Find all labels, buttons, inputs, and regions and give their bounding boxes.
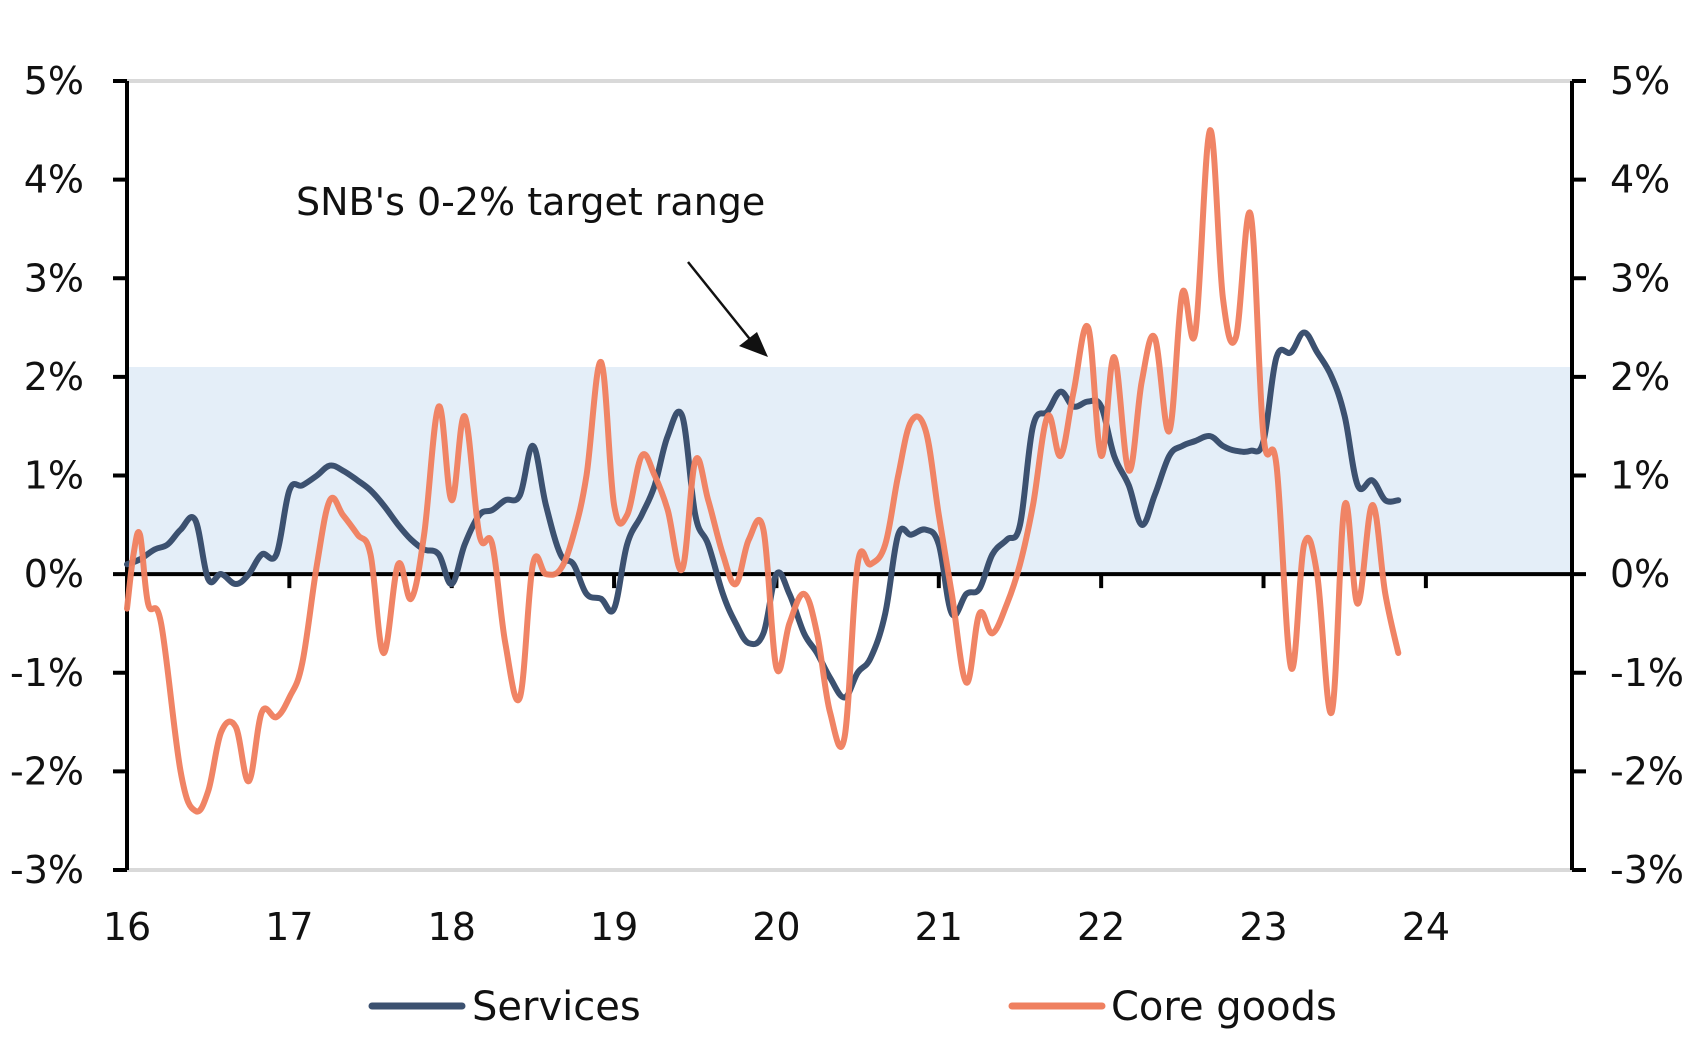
left-y-tick-label: -2% <box>10 749 84 793</box>
annotation-layer: SNB's 0-2% target range <box>296 180 768 357</box>
annotation-arrow-shaft <box>687 261 754 344</box>
annotation-text: SNB's 0-2% target range <box>296 180 765 224</box>
x-tick-label: 22 <box>1077 905 1125 949</box>
right-y-tick-label: 2% <box>1610 355 1670 399</box>
legend-item-services: Services <box>368 984 641 1030</box>
left-y-tick-label: -1% <box>10 651 84 695</box>
right-y-tick-label: 4% <box>1610 158 1670 202</box>
x-tick-label: 16 <box>103 905 151 949</box>
right-y-tick-label: 1% <box>1610 454 1670 498</box>
right-y-tick-label: -1% <box>1610 651 1684 695</box>
x-tick-label: 24 <box>1402 905 1450 949</box>
series-line-core-goods <box>124 127 1402 815</box>
annotation-arrow-head <box>739 332 768 357</box>
right-y-tick-label: -3% <box>1610 848 1684 892</box>
series-layer <box>124 127 1402 815</box>
left-y-tick-label: 5% <box>24 59 84 103</box>
right-y-tick-label: 5% <box>1610 59 1670 103</box>
left-y-tick-label: 0% <box>24 552 84 596</box>
legend-label-core-goods: Core goods <box>1111 984 1337 1030</box>
legend-item-core-goods: Core goods <box>1008 984 1337 1030</box>
x-tick-label: 23 <box>1239 905 1287 949</box>
x-tick-label: 21 <box>915 905 963 949</box>
left-y-tick-label: 3% <box>24 256 84 300</box>
right-y-tick-label: 3% <box>1610 256 1670 300</box>
legend: Services Core goods <box>368 984 1337 1030</box>
left-y-tick-label: 1% <box>24 454 84 498</box>
series-line-services <box>124 329 1402 701</box>
legend-label-services: Services <box>472 984 641 1030</box>
right-y-tick-label: 0% <box>1610 552 1670 596</box>
x-tick-label: 20 <box>752 905 800 949</box>
left-y-tick-label: 2% <box>24 355 84 399</box>
x-tick-label: 18 <box>428 905 476 949</box>
right-y-tick-label: -2% <box>1610 749 1684 793</box>
x-tick-label: 17 <box>265 905 313 949</box>
axes-layer: 5% 5% 4% 4% 3% 3% 2% 2% 1% 1% 0% 0% -1% -1% -2% -2% -3% -… <box>10 59 1684 949</box>
left-y-tick-label: 4% <box>24 158 84 202</box>
left-y-tick-label: -3% <box>10 848 84 892</box>
x-tick-label: 19 <box>590 905 638 949</box>
